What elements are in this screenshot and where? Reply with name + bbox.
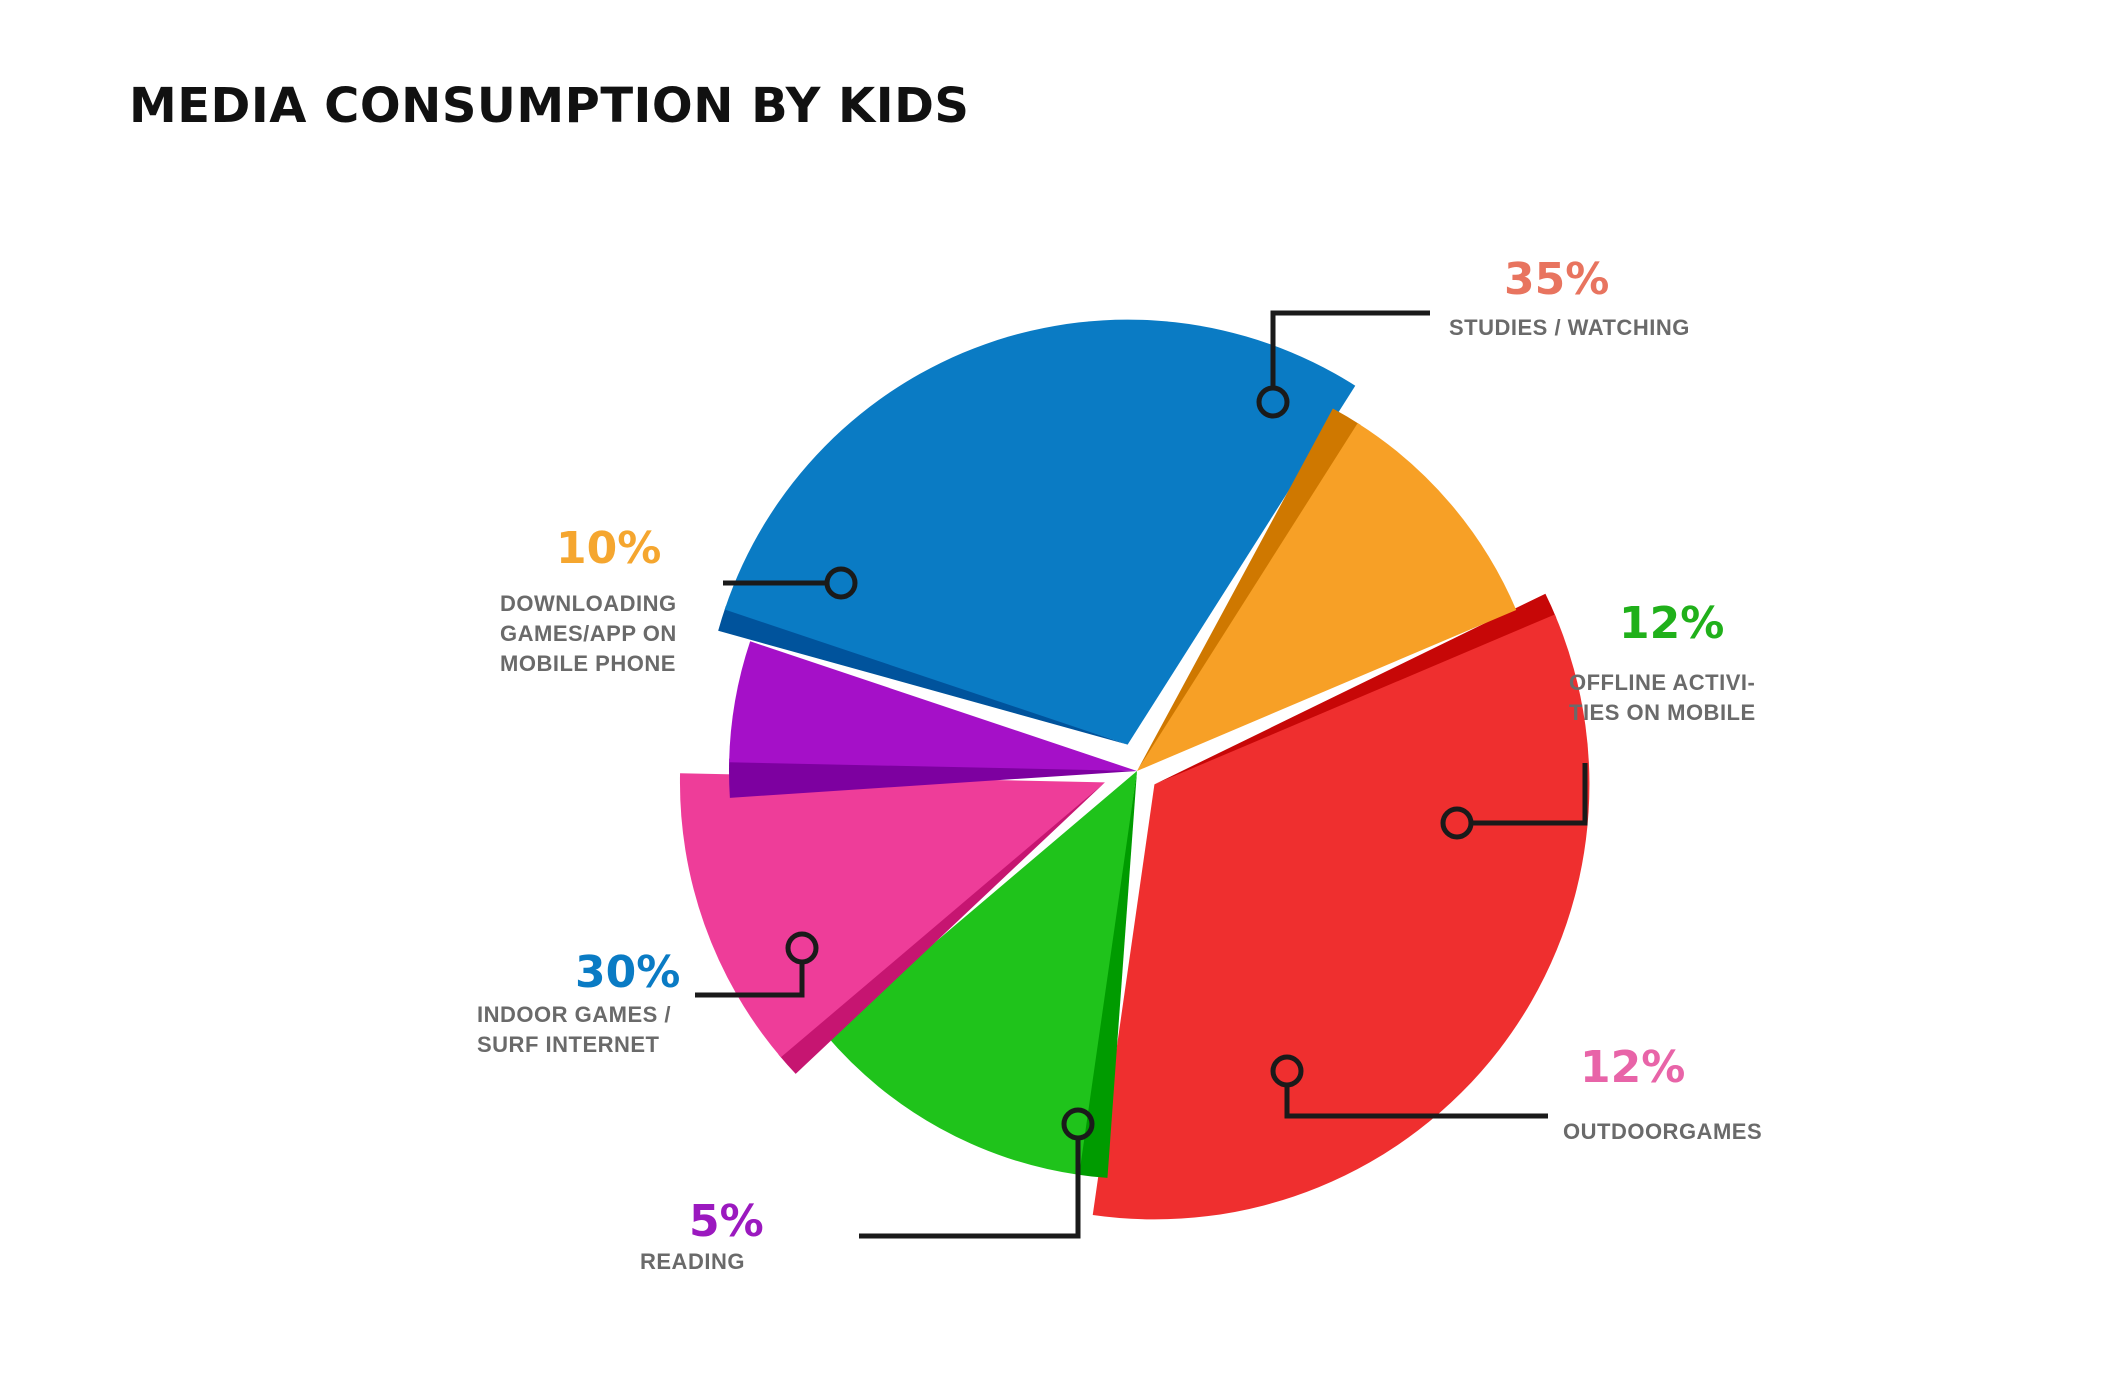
slice-4-leader-line [695, 961, 805, 998]
slice-4-label: INDOOR GAMES / SURF INTERNET [477, 1002, 672, 1057]
slice-5-percent: 10% [556, 523, 662, 574]
slice-0-edge [1154, 593, 1557, 785]
slice-1-label: OFFLINE ACTIVI- TIES ON MOBILE [1569, 670, 1756, 725]
slice-3-percent: 5% [689, 1196, 764, 1247]
slice-2-percent: 12% [1580, 1042, 1686, 1093]
slice-4 [724, 319, 1356, 745]
slice-3-marker [1061, 1107, 1095, 1141]
slice-4-marker [785, 931, 819, 965]
slice-2-leader-line [1284, 1084, 1548, 1119]
slice-0-label: STUDIES / WATCHING [1449, 315, 1690, 340]
slice-5-edge [1137, 408, 1361, 771]
chart-title: MEDIA CONSUMPTION BY KIDS [129, 78, 970, 134]
slice-2-marker [1270, 1054, 1304, 1088]
slice-2 [679, 773, 1105, 1058]
slice-2-label: OUTDOORGAMES [1563, 1119, 1763, 1144]
slice-3-leader-line [859, 1137, 1081, 1239]
slice-3-label: READING [640, 1249, 745, 1274]
slice-1 [825, 771, 1137, 1175]
slice-0-marker [1256, 385, 1290, 419]
slice-3 [729, 641, 1137, 771]
slice-4-percent: 30% [575, 947, 681, 998]
slice-2-edge [778, 782, 1105, 1074]
slice-1-leader-line [1470, 763, 1588, 826]
slice-5-label: DOWNLOADING GAMES/APP ON MOBILE PHONE [500, 591, 677, 676]
slice-5 [1137, 423, 1517, 771]
slice-0 [1092, 614, 1590, 1220]
slice-5-marker [824, 566, 858, 600]
slice-1-percent: 12% [1619, 598, 1725, 649]
slice-0-leader-line [1270, 310, 1430, 389]
slice-0-percent: 35% [1504, 254, 1610, 305]
slice-1-marker [1440, 806, 1474, 840]
